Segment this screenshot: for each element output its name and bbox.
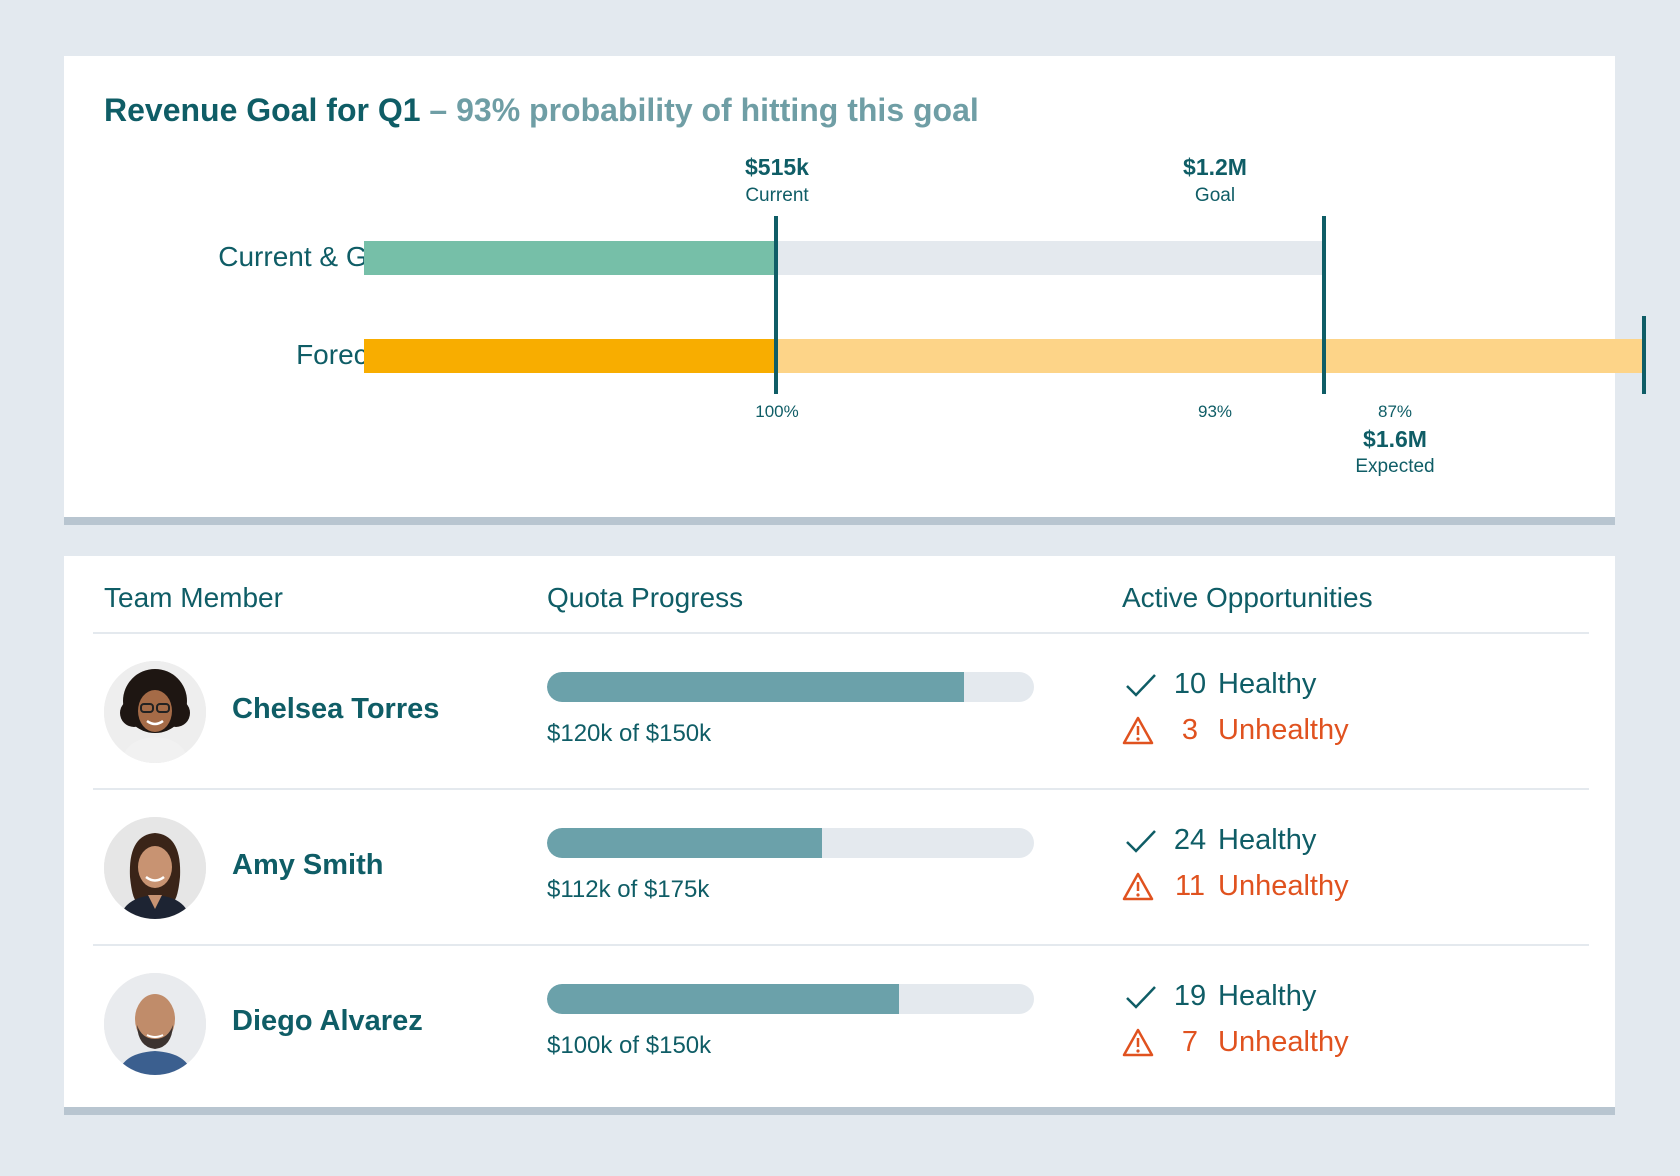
goal-title-main: Revenue Goal for Q1 — [104, 92, 421, 128]
unhealthy-label: Unhealthy — [1218, 714, 1349, 746]
quota-progress-bar — [547, 828, 1034, 858]
healthy-count: 24 — [1173, 824, 1207, 856]
forecast-current-bar — [364, 339, 776, 373]
header-team-member: Team Member — [104, 582, 283, 613]
healthy-opportunities[interactable]: 24 Healthy — [1122, 824, 1316, 857]
check-icon — [1126, 985, 1156, 1009]
warning-icon — [1122, 872, 1154, 900]
row-divider — [93, 788, 1589, 790]
table-row[interactable]: Chelsea Torres $120k of $150k 10 Healthy… — [64, 634, 1615, 790]
quota-progress-bar — [547, 984, 1034, 1014]
current-percent-label: 100% — [755, 402, 799, 421]
healthy-label: Healthy — [1218, 824, 1317, 856]
unhealthy-label: Unhealthy — [1218, 870, 1349, 902]
healthy-count: 19 — [1173, 980, 1207, 1012]
current-marker-line — [774, 216, 778, 394]
quota-progress-fill — [547, 672, 965, 702]
healthy-opportunities[interactable]: 10 Healthy — [1122, 668, 1316, 701]
healthy-count: 10 — [1173, 668, 1207, 700]
unhealthy-label: Unhealthy — [1218, 1026, 1349, 1058]
expected-marker-line — [1642, 316, 1646, 394]
unhealthy-count: 11 — [1174, 870, 1206, 902]
current-bar — [364, 241, 776, 275]
quota-progress-fill — [547, 828, 822, 858]
healthy-opportunities[interactable]: 19 Healthy — [1122, 980, 1316, 1013]
unhealthy-count: 7 — [1181, 1026, 1199, 1058]
goal-percent-label: 93% — [1197, 402, 1233, 421]
row-divider — [93, 944, 1589, 946]
table-row[interactable]: Amy Smith $112k of $175k 24 Healthy 11 U… — [64, 790, 1615, 946]
warning-icon — [1122, 716, 1154, 744]
quota-amount: $100k of $150k — [547, 1032, 712, 1059]
quota-amount: $120k of $150k — [547, 720, 712, 747]
check-icon — [1126, 829, 1156, 853]
current-marker-caption: Current — [745, 185, 809, 206]
team-quota-card: Team Member Quota Progress Active Opport… — [64, 556, 1615, 1115]
table-row[interactable]: Diego Alvarez $100k of $150k 19 Healthy … — [64, 946, 1615, 1102]
unhealthy-opportunities[interactable]: 11 Unhealthy — [1122, 870, 1349, 903]
avatar — [104, 661, 206, 763]
unhealthy-opportunities[interactable]: 7 Unhealthy — [1122, 1026, 1349, 1059]
current-marker-value: $515k — [745, 154, 809, 180]
avatar — [104, 817, 206, 919]
goal-title: Revenue Goal for Q1 – 93% probability of… — [104, 92, 979, 129]
healthy-label: Healthy — [1218, 668, 1317, 700]
header-divider — [93, 632, 1589, 634]
member-name: Amy Smith — [232, 849, 384, 881]
expected-marker-caption: Expected — [1355, 456, 1435, 477]
expected-marker-value: $1.6M — [1363, 426, 1427, 452]
header-active-opportunities: Active Opportunities — [1122, 582, 1373, 613]
goal-probability-subtitle: – 93% probability of hitting this goal — [420, 92, 979, 128]
revenue-goal-card: Revenue Goal for Q1 – 93% probability of… — [64, 56, 1646, 525]
forecast-expected-bar — [776, 339, 1644, 373]
unhealthy-opportunities[interactable]: 3 Unhealthy — [1122, 714, 1349, 747]
expected-percent-label: 87% — [1377, 402, 1413, 421]
member-name: Chelsea Torres — [232, 693, 440, 725]
quota-progress-fill — [547, 984, 900, 1014]
member-name: Diego Alvarez — [232, 1005, 423, 1037]
check-icon — [1126, 673, 1156, 697]
unhealthy-count: 3 — [1181, 714, 1199, 746]
avatar — [104, 973, 206, 1075]
healthy-label: Healthy — [1218, 980, 1317, 1012]
header-quota-progress: Quota Progress — [547, 582, 744, 613]
goal-remaining-bar — [776, 241, 1324, 275]
goal-marker-value: $1.2M — [1183, 154, 1247, 180]
goal-marker-caption: Goal — [1194, 185, 1236, 206]
quota-progress-bar — [547, 672, 1034, 702]
goal-marker-line — [1322, 216, 1326, 394]
quota-amount: $112k of $175k — [547, 876, 710, 903]
warning-icon — [1122, 1028, 1154, 1056]
